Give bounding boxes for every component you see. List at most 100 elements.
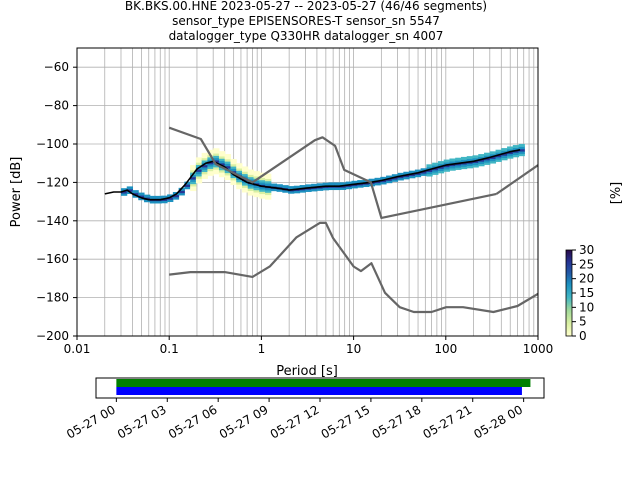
density-cell: [224, 156, 231, 160]
density-cell: [144, 199, 151, 203]
density-cell: [432, 171, 439, 175]
timeline-bars: [116, 379, 531, 395]
density-cell: [149, 200, 157, 204]
density-cell: [167, 194, 174, 198]
density-cell: [201, 164, 208, 168]
density-cell: [414, 174, 422, 178]
density-cell: [120, 188, 128, 192]
density-cell: [299, 185, 306, 189]
density-cell: [472, 157, 479, 161]
density-cell: [512, 151, 520, 155]
y-tick-label: −140: [36, 214, 69, 228]
density-cell: [247, 176, 255, 180]
density-cell: [253, 191, 260, 195]
density-cell: [374, 177, 381, 181]
x-tick-label: 100: [434, 342, 457, 356]
density-cell: [374, 182, 381, 186]
density-cell: [501, 157, 508, 161]
density-cell: [230, 165, 237, 169]
density-cell: [247, 178, 255, 182]
timeline-tick-label: 05-27 09: [217, 402, 271, 441]
density-cell: [316, 187, 324, 191]
title-line-3: datalogger_type Q330HR datalogger_sn 400…: [169, 29, 444, 43]
density-cell: [426, 166, 433, 170]
density-cell: [190, 176, 197, 180]
density-cell: [293, 190, 301, 194]
density-cell: [207, 170, 214, 174]
density-cell: [351, 180, 358, 184]
density-cell: [138, 194, 145, 198]
density-cell: [403, 176, 410, 180]
grid: [77, 48, 538, 336]
density-cell: [184, 183, 191, 187]
density-cell: [218, 153, 226, 157]
density-cell: [247, 190, 255, 194]
y-tick-label: −180: [36, 291, 69, 305]
density-cell: [207, 165, 214, 169]
density-cell: [512, 147, 520, 151]
density-cell: [478, 160, 485, 164]
density-cell: [414, 169, 422, 173]
density-cell: [466, 158, 474, 162]
density-cell: [484, 152, 491, 156]
density-cell: [495, 152, 502, 156]
density-cell: [484, 161, 491, 165]
density-cell: [242, 189, 249, 193]
density-cell: [242, 173, 249, 177]
density-cell: [253, 175, 260, 179]
timeline-tick-label: 05-27 15: [319, 402, 373, 441]
density-cell: [195, 164, 203, 168]
density-cell: [466, 163, 474, 167]
x-tick-label: 0.1: [160, 342, 179, 356]
density-cell: [213, 148, 220, 152]
colorbar-tick-label: 0: [579, 329, 587, 343]
density-cell: [334, 182, 341, 186]
density-cell: [120, 190, 128, 194]
density-cell: [213, 157, 220, 161]
density-cell: [472, 162, 479, 166]
colorbar-label: [%]: [609, 182, 624, 205]
density-cell: [120, 192, 128, 196]
density-cell: [207, 172, 214, 176]
x-tick-label: 1: [258, 342, 266, 356]
density-cell: [201, 173, 208, 177]
density-cell: [455, 160, 462, 164]
density-cell: [282, 189, 289, 193]
noise-model-line: [495, 164, 538, 195]
density-cell: [443, 168, 450, 172]
density-cell: [224, 154, 231, 158]
density-cell: [322, 182, 329, 186]
density-cell: [213, 159, 220, 163]
density-cell: [449, 158, 456, 162]
plot-frame: [76, 47, 539, 337]
density-cell: [449, 160, 456, 164]
density-cell: [259, 179, 266, 183]
title-line-2: sensor_type EPISENSORES-T sensor_sn 5547: [172, 14, 440, 28]
density-cell: [472, 155, 479, 159]
density-cell: [432, 162, 439, 166]
density-cell: [518, 148, 525, 152]
density-cell: [155, 200, 162, 204]
density-cell: [489, 160, 497, 164]
x-tick-label: 0.01: [64, 342, 91, 356]
density-cell: [478, 156, 485, 160]
timeline-tick-label: 05-27 00: [64, 402, 118, 441]
density-cell: [386, 180, 393, 184]
density-cell: [305, 184, 312, 188]
timeline-tick-label: 05-27 06: [166, 402, 220, 441]
density-cell: [265, 173, 272, 177]
density-cell: [363, 184, 370, 188]
density-cell: [455, 157, 462, 161]
x-axis-label: Period [s]: [276, 364, 338, 379]
density-cell: [207, 156, 214, 160]
density-cell: [190, 183, 197, 187]
density-cell: [195, 173, 203, 177]
density-cell: [195, 159, 203, 163]
density-cell: [190, 188, 197, 192]
density-cell: [213, 150, 220, 154]
density-cell: [218, 155, 226, 159]
density-cell: [518, 146, 525, 150]
density-cell: [484, 154, 491, 158]
density-cell: [213, 164, 220, 168]
